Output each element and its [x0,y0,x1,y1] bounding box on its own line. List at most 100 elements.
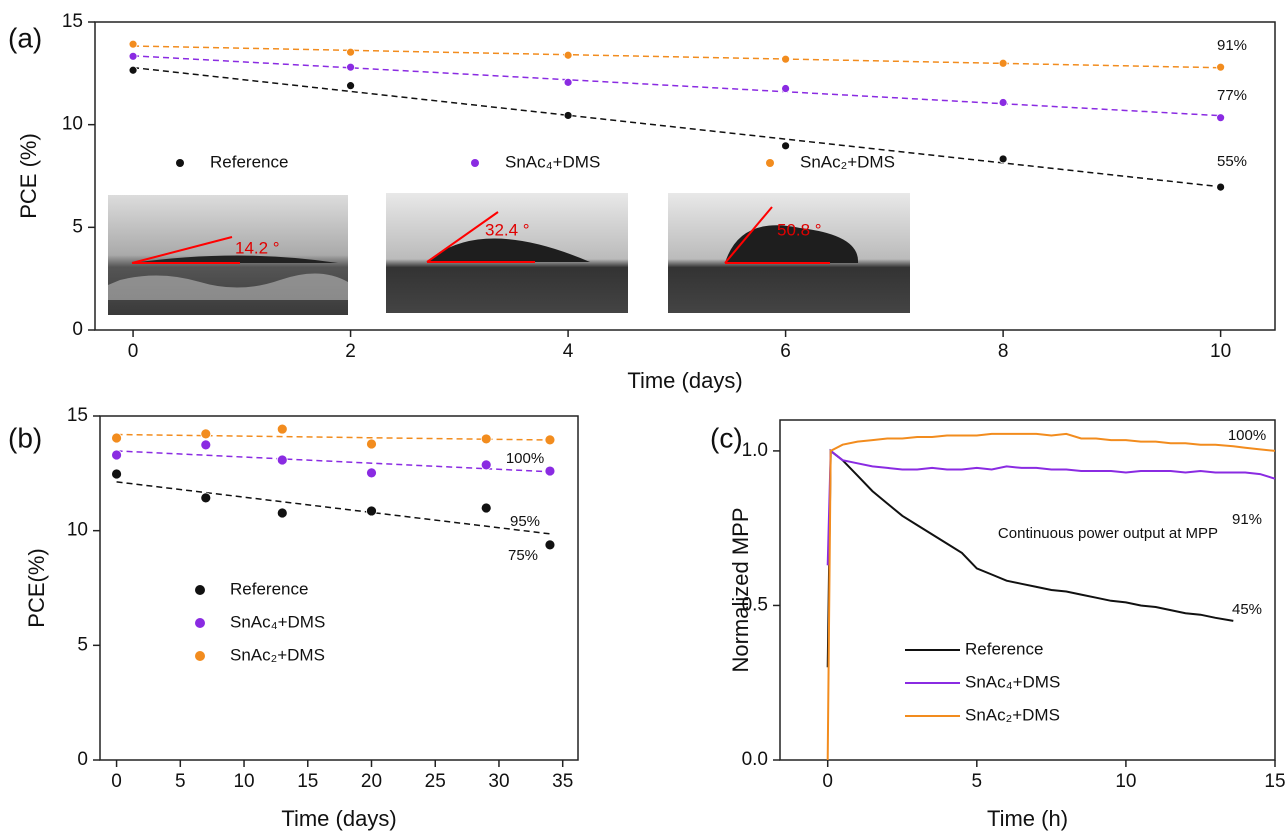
inset-images [108,193,910,315]
droplet [132,255,338,263]
droplet [427,238,590,262]
x-tick-label: 10 [1115,771,1136,792]
y-tick-label: 10 [67,520,88,541]
annotation: Continuous power output at MPP [998,525,1218,542]
data-point [128,39,138,49]
fit-line [116,450,550,473]
x-axis-label: Time (days) [627,368,742,393]
data-point [111,468,122,480]
legend-swatch [195,585,205,595]
tangent [426,211,499,263]
data-point [200,492,212,504]
data-point [366,467,377,479]
panel-label: (b) [8,422,42,453]
annotation: 91% [1232,511,1262,528]
angle-label: 14.2 ° [235,238,280,257]
annotation: 91% [1217,37,1247,54]
y-tick-label: 5 [77,634,88,655]
y-tick-label: 15 [67,405,88,426]
annotation: 55% [1217,153,1247,170]
data-point [563,50,573,60]
annotation: 77% [1217,87,1247,104]
fit-line [116,481,551,535]
data-point [128,51,138,61]
y-tick-label: 5 [72,216,83,237]
data-point [781,54,790,64]
data-line [826,448,1276,566]
y-tick-label: 0 [72,319,83,340]
annotation: 100% [506,450,544,467]
data-point [346,47,355,57]
data-point [998,154,1008,164]
data-point [346,62,355,72]
tangent [724,206,773,264]
data-point [366,505,377,517]
data-point [480,459,492,471]
data-point [200,439,212,451]
data-line [826,448,1234,668]
legend-label: SnAc₄+DMS [965,672,1060,691]
x-tick-label: 5 [175,771,186,792]
y-tick-label: 0 [77,749,88,770]
data-point [276,454,288,466]
fit-line [133,55,1221,117]
y-tick-label: 0.0 [742,749,768,770]
x-tick-label: 30 [488,771,509,792]
data-point [563,111,573,120]
data-point [366,438,377,450]
y-tick-label: 15 [62,11,83,32]
legend-label: Reference [210,152,288,171]
x-tick-label: 8 [998,341,1009,362]
legend-swatch [195,618,205,628]
legend-label: SnAc₂+DMS [800,152,895,171]
data-point [1216,62,1226,72]
data-point [1216,182,1226,192]
legend-label: Reference [965,639,1043,658]
y-axis-label: PCE (%) [16,133,41,219]
data-point [346,81,355,91]
x-axis-label: Time (h) [987,806,1068,831]
annotation: 45% [1232,601,1262,618]
annotation: 95% [510,513,540,530]
x-tick-label: 0 [128,341,139,362]
data-point [480,433,492,445]
data-point [544,434,556,446]
plot-frame [99,415,579,761]
tangent [131,236,233,264]
x-tick-label: 25 [425,771,446,792]
data-line [826,432,1276,761]
y-tick-label: 1.0 [742,440,768,461]
x-tick-label: 15 [1264,771,1285,792]
angle-label: 50.8 ° [777,220,822,239]
plot-frame [779,419,1276,761]
x-axis-label: Time (days) [281,806,396,831]
data-point [276,423,288,435]
x-tick-label: 0 [111,771,122,792]
fit-line [132,66,1221,188]
x-tick-label: 15 [297,771,318,792]
x-tick-label: 10 [1210,341,1231,362]
data-point [563,77,573,87]
x-tick-label: 35 [552,771,573,792]
data-point [544,539,556,551]
fit-line [133,45,1221,69]
data-point [781,84,790,93]
fit-line [116,433,550,441]
data-point [1216,113,1226,123]
x-tick-label: 10 [233,771,254,792]
annotation: 75% [508,547,538,564]
data-point [111,449,122,461]
data-point [998,58,1008,68]
panel-label: (a) [8,22,42,53]
droplet [725,225,859,263]
x-tick-label: 0 [822,771,833,792]
legend-label: SnAc₂+DMS [230,645,325,664]
x-tick-label: 5 [972,771,983,792]
x-tick-label: 4 [563,341,574,362]
legend-label: SnAc₄+DMS [230,612,325,631]
legend-label: Reference [230,579,308,598]
data-point [781,141,790,151]
annotation: 100% [1228,427,1266,444]
data-point [111,432,122,444]
